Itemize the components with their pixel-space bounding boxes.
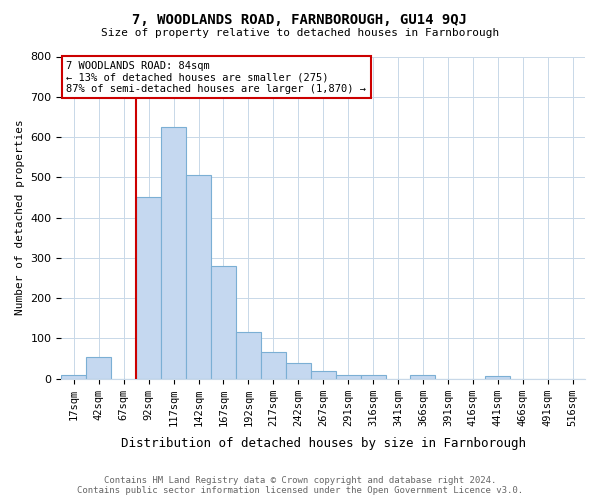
Bar: [311, 370, 335, 378]
Bar: [335, 374, 361, 378]
Text: Contains public sector information licensed under the Open Government Licence v3: Contains public sector information licen…: [77, 486, 523, 495]
Text: 7, WOODLANDS ROAD, FARNBOROUGH, GU14 9QJ: 7, WOODLANDS ROAD, FARNBOROUGH, GU14 9QJ: [133, 12, 467, 26]
Bar: [61, 374, 86, 378]
Bar: [485, 376, 510, 378]
Text: Size of property relative to detached houses in Farnborough: Size of property relative to detached ho…: [101, 28, 499, 38]
Text: Contains HM Land Registry data © Crown copyright and database right 2024.: Contains HM Land Registry data © Crown c…: [104, 476, 496, 485]
Y-axis label: Number of detached properties: Number of detached properties: [15, 120, 25, 316]
Bar: [261, 352, 286, 378]
Bar: [161, 127, 186, 378]
Bar: [361, 376, 386, 378]
Bar: [136, 198, 161, 378]
Bar: [286, 364, 311, 378]
Bar: [410, 376, 436, 378]
Bar: [211, 266, 236, 378]
Bar: [236, 332, 261, 378]
X-axis label: Distribution of detached houses by size in Farnborough: Distribution of detached houses by size …: [121, 437, 526, 450]
Bar: [186, 176, 211, 378]
Text: 7 WOODLANDS ROAD: 84sqm
← 13% of detached houses are smaller (275)
87% of semi-d: 7 WOODLANDS ROAD: 84sqm ← 13% of detache…: [67, 60, 367, 94]
Bar: [86, 356, 111, 378]
